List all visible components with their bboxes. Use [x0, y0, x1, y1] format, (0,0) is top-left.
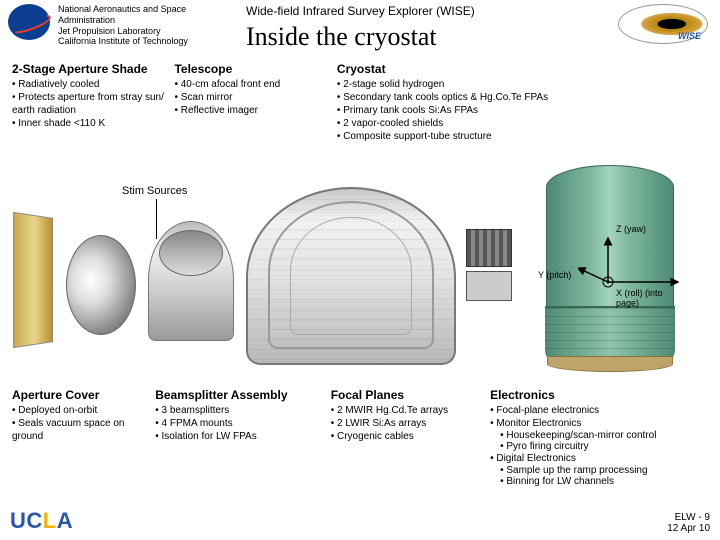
section-aperture-cover: Aperture Cover Deployed on-orbit Seals v…	[12, 388, 149, 487]
list-item: Pyro firing circuitry	[500, 441, 708, 452]
section-title: Cryostat	[337, 62, 560, 76]
coordinate-axes: Z (yaw) Y (pitch) X (roll) (into page)	[538, 228, 688, 312]
section-list: 2-stage solid hydrogen Secondary tank co…	[337, 78, 560, 143]
list-item: Composite support-tube structure	[337, 130, 560, 143]
section-beamsplitter: Beamsplitter Assembly 3 beamsplitters 4 …	[155, 388, 325, 487]
ucla-logo-icon: UCLA	[10, 508, 73, 534]
list-item: Inner shade <110 K	[12, 117, 166, 130]
beamsplitter-shape	[148, 221, 234, 341]
stim-sources-label: Stim Sources	[122, 185, 187, 197]
section-electronics: Electronics Focal-plane electronics Moni…	[490, 388, 708, 487]
org-line: Jet Propulsion Laboratory	[58, 26, 218, 37]
axis-y-label: Y (pitch)	[538, 270, 571, 280]
slide-footer: UCLA ELW - 9 12 Apr 10	[10, 508, 710, 534]
section-sublist: Housekeeping/scan-mirror control Pyro fi…	[490, 430, 708, 452]
axis-z-label: Z (yaw)	[616, 224, 646, 234]
slide-header: National Aeronautics and Space Administr…	[0, 0, 720, 56]
list-item: Sample up the ramp processing	[500, 465, 708, 476]
section-telescope: Telescope 40-cm afocal front end Scan mi…	[174, 62, 328, 143]
section-list: Digital Electronics	[490, 452, 708, 465]
section-cryostat: Cryostat 2-stage solid hydrogen Secondar…	[337, 62, 560, 143]
electronics-box-shape	[466, 229, 512, 267]
section-sublist: Sample up the ramp processing Binning fo…	[490, 465, 708, 487]
list-item: Reflective imager	[174, 104, 328, 117]
list-item: Primary tank cools Si:As FPAs	[337, 104, 560, 117]
electronics-box2-shape	[466, 271, 512, 301]
section-title: Beamsplitter Assembly	[155, 388, 325, 402]
list-item: 3 beamsplitters	[155, 404, 325, 417]
org-line: Administration	[58, 15, 218, 26]
section-list: 3 beamsplitters 4 FPMA mounts Isolation …	[155, 404, 325, 443]
slide-date: 12 Apr 10	[667, 523, 710, 534]
list-item: 2 vapor-cooled shields	[337, 117, 560, 130]
section-list: Radiatively cooled Protects aperture fro…	[12, 78, 166, 130]
bottom-annotations-row: Aperture Cover Deployed on-orbit Seals v…	[0, 386, 720, 487]
section-title: 2-Stage Aperture Shade	[12, 62, 166, 76]
list-item: Digital Electronics	[490, 452, 708, 465]
org-line: National Aeronautics and Space	[58, 4, 218, 15]
slide-title: Inside the cryostat	[246, 22, 610, 52]
list-item: Focal-plane electronics	[490, 404, 708, 417]
top-annotations-row: 2-Stage Aperture Shade Radiatively coole…	[0, 56, 720, 143]
nasa-logo-icon	[8, 4, 50, 40]
list-item: Secondary tank cools optics & Hg.Co.Te F…	[337, 91, 560, 104]
list-item: Housekeeping/scan-mirror control	[500, 430, 708, 441]
title-block: Wide-field Infrared Survey Explorer (WIS…	[226, 4, 610, 52]
org-affiliation: National Aeronautics and Space Administr…	[58, 4, 218, 47]
list-item: Scan mirror	[174, 91, 328, 104]
section-title: Focal Planes	[331, 388, 484, 402]
cryostat-cutaway-shape	[246, 187, 456, 365]
list-item: Cryogenic cables	[331, 430, 484, 443]
list-item: Protects aperture from stray sun/ earth …	[12, 91, 166, 117]
section-title: Electronics	[490, 388, 708, 402]
mission-name: Wide-field Infrared Survey Explorer (WIS…	[246, 4, 610, 18]
section-list: Focal-plane electronics Monitor Electron…	[490, 404, 708, 430]
section-list: 2 MWIR Hg.Cd.Te arrays 2 LWIR Si:As arra…	[331, 404, 484, 443]
section-title: Aperture Cover	[12, 388, 149, 402]
list-item: Monitor Electronics	[490, 417, 708, 430]
org-line: California Institute of Technology	[58, 36, 218, 47]
list-item: Isolation for LW FPAs	[155, 430, 325, 443]
wise-logo-icon	[618, 4, 708, 44]
section-list: Deployed on-orbit Seals vacuum space on …	[12, 404, 149, 443]
slide-number: ELW - 9	[667, 512, 710, 523]
list-item: 2-stage solid hydrogen	[337, 78, 560, 91]
section-aperture-shade: 2-Stage Aperture Shade Radiatively coole…	[12, 62, 166, 143]
list-item: 4 FPMA mounts	[155, 417, 325, 430]
footer-meta: ELW - 9 12 Apr 10	[667, 512, 710, 534]
list-item: Deployed on-orbit	[12, 404, 149, 417]
list-item: 40-cm afocal front end	[174, 78, 328, 91]
list-item: 2 LWIR Si:As arrays	[331, 417, 484, 430]
aperture-cover-shape	[66, 235, 136, 335]
list-item: 2 MWIR Hg.Cd.Te arrays	[331, 404, 484, 417]
section-title: Telescope	[174, 62, 328, 76]
list-item: Seals vacuum space on ground	[12, 417, 149, 443]
section-focal-planes: Focal Planes 2 MWIR Hg.Cd.Te arrays 2 LW…	[331, 388, 484, 487]
section-list: 40-cm afocal front end Scan mirror Refle…	[174, 78, 328, 117]
spacer	[568, 62, 708, 143]
list-item: Radiatively cooled	[12, 78, 166, 91]
callout-line	[156, 199, 157, 239]
axis-x-label: X (roll) (into page)	[616, 288, 688, 308]
list-item: Binning for LW channels	[500, 476, 708, 487]
aperture-shade-shape	[13, 212, 53, 348]
